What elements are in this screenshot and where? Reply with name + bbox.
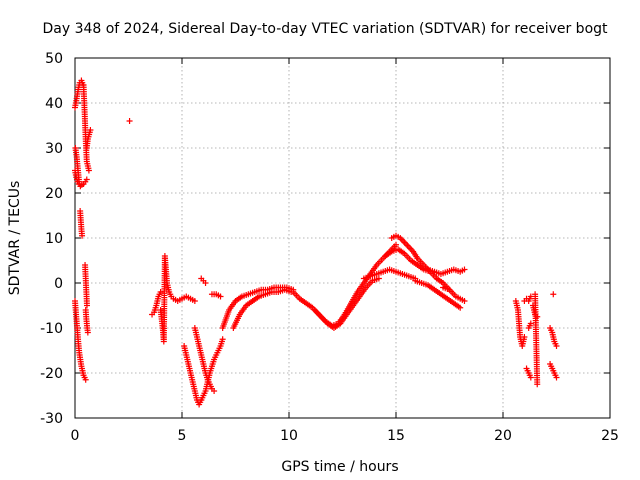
data-point [527,320,534,327]
x-tick-label: 10 [280,428,298,444]
data-point [219,336,226,343]
data-point [84,329,91,336]
data-point [85,167,92,174]
data-point [461,298,468,304]
data-point [202,280,209,286]
data-point [211,388,218,394]
y-tick-label: -20 [40,366,63,382]
data-point [83,302,90,309]
data-point [126,118,133,124]
data-point [521,334,528,340]
data-point [375,275,382,282]
data-point [79,232,86,239]
x-tick-label: 15 [387,428,405,444]
x-tick-label: 5 [178,428,187,444]
x-tick-label: 0 [71,428,80,444]
x-axis-label: GPS time / hours [281,459,398,475]
data-point [191,298,198,304]
data-point [553,343,560,349]
x-tick-label: 20 [494,428,512,444]
y-tick-label: 10 [45,231,63,247]
x-tick-label: 25 [601,428,619,444]
data-point [157,289,164,295]
data-point [461,266,468,273]
data-point [217,293,224,300]
y-tick-label: 30 [45,141,63,157]
data-point [83,176,90,183]
y-tick-label: 20 [45,186,63,202]
x-tick-labels: 0 5 10 15 20 25 [71,428,619,444]
data-point [87,127,94,133]
data-point [553,374,560,381]
y-tick-labels: -30 -20 -10 0 10 20 30 40 50 [40,51,63,427]
chart-title: Day 348 of 2024, Sidereal Day-to-day VTE… [42,21,608,37]
data-point [82,376,89,383]
y-axis-label: SDTVAR / TECUs [7,181,23,296]
y-tick-label: -10 [40,321,63,337]
y-tick-label: -30 [40,411,63,427]
y-tick-label: 0 [54,276,63,292]
data-point [457,304,464,311]
y-tick-label: 40 [45,96,63,112]
data-point [527,374,534,381]
data-points [72,77,560,408]
data-point [534,381,541,388]
grid-lines [75,58,610,418]
y-tick-label: 50 [45,51,63,67]
data-point [550,291,557,298]
data-point [393,241,399,248]
data-point [76,181,83,187]
